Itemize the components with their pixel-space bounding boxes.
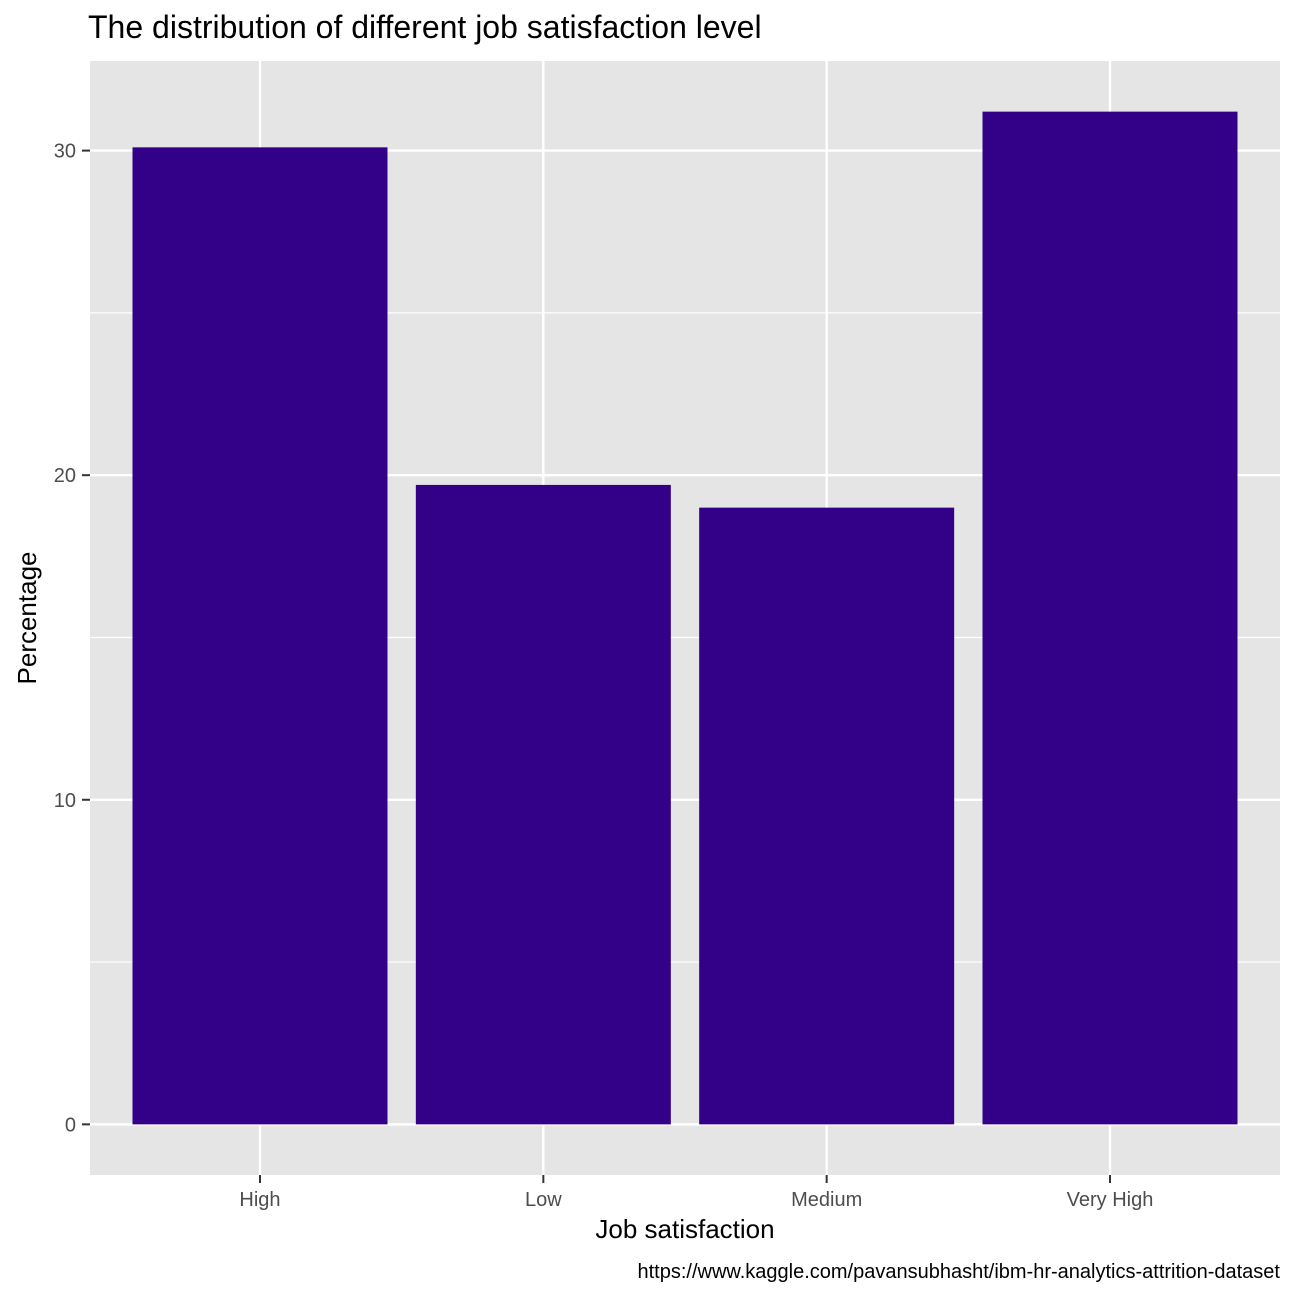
x-axis: High Low Medium Very High	[239, 1175, 1153, 1211]
bar-low	[415, 484, 671, 1125]
x-tick-label: High	[239, 1189, 280, 1211]
y-tick-label: 30	[54, 141, 76, 163]
y-axis: 0 10 20 30	[54, 141, 90, 1136]
x-tick-label: Low	[525, 1189, 562, 1211]
x-axis-title: Job satisfaction	[595, 1214, 774, 1244]
x-tick-label: Medium	[791, 1189, 862, 1211]
y-tick-label: 0	[65, 1114, 76, 1136]
y-axis-title: Percentage	[12, 552, 42, 685]
bar-high	[132, 147, 388, 1125]
chart-caption: https://www.kaggle.com/pavansubhasht/ibm…	[637, 1261, 1280, 1283]
bar-medium	[699, 507, 955, 1125]
bars	[132, 111, 1238, 1125]
bar-very-high	[982, 111, 1238, 1125]
y-tick-label: 10	[54, 790, 76, 812]
x-tick-label: Very High	[1067, 1189, 1154, 1211]
chart-title: The distribution of different job satisf…	[88, 9, 762, 45]
y-tick-label: 20	[54, 465, 76, 487]
